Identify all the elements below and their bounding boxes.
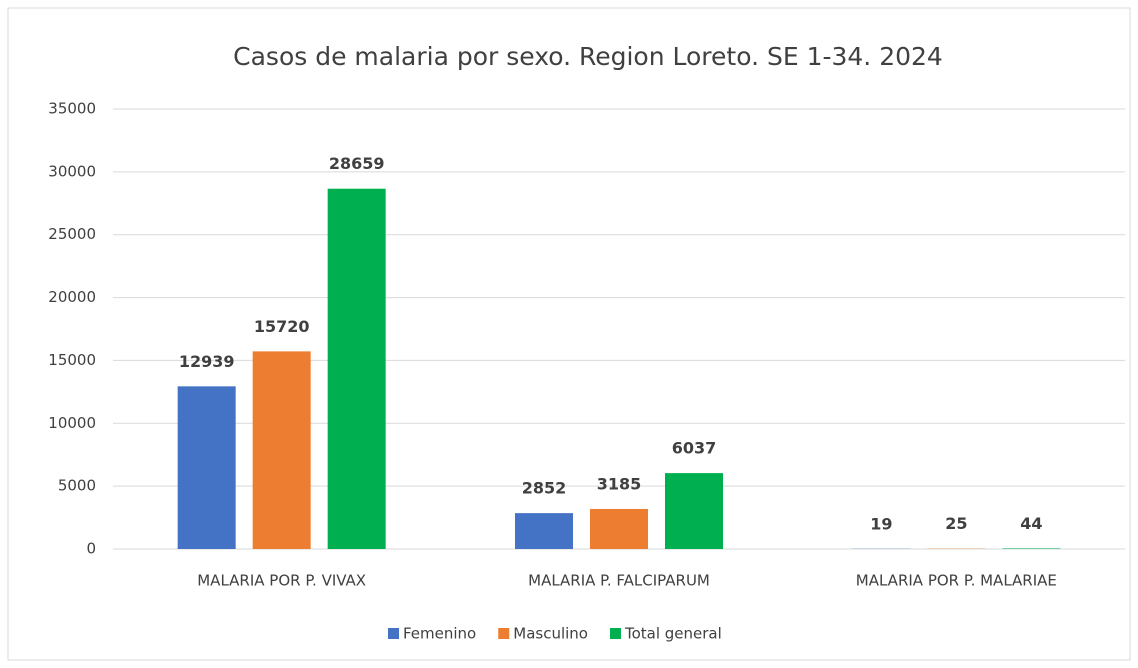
- chart-title: Casos de malaria por sexo. Region Loreto…: [233, 42, 943, 71]
- legend-label: Femenino: [403, 625, 476, 643]
- y-tick-label: 35000: [48, 100, 96, 118]
- data-label: 44: [1020, 514, 1042, 533]
- y-tick-label: 25000: [48, 225, 96, 243]
- bar: [327, 188, 386, 549]
- x-tick-label: MALARIA P. FALCIPARUM: [528, 572, 710, 590]
- bar: [590, 508, 648, 549]
- data-label: 2852: [522, 479, 567, 498]
- y-tick-label: 30000: [48, 162, 96, 180]
- data-label: 28659: [329, 154, 385, 173]
- data-label: 6037: [672, 439, 717, 458]
- x-tick-label: MALARIA POR P. VIVAX: [197, 572, 366, 590]
- bar: [515, 513, 573, 549]
- y-tick-label: 0: [86, 540, 96, 558]
- data-label: 19: [870, 514, 892, 533]
- y-tick-label: 5000: [58, 477, 96, 495]
- data-label: 3185: [597, 474, 642, 493]
- y-tick-label: 10000: [48, 414, 96, 432]
- bar: [665, 473, 723, 549]
- data-label: 25: [945, 514, 967, 533]
- data-label: 15720: [254, 317, 310, 336]
- data-label: 12939: [179, 352, 235, 371]
- bar: [1002, 548, 1061, 549]
- x-tick-label: MALARIA POR P. MALARIAE: [856, 572, 1057, 590]
- y-tick-label: 20000: [48, 288, 96, 306]
- legend-swatch: [498, 628, 510, 639]
- legend-swatch: [388, 628, 399, 639]
- y-tick-label: 15000: [48, 351, 96, 369]
- bar: [177, 386, 236, 549]
- chart-frame: [7, 7, 1131, 661]
- legend-label: Masculino: [513, 625, 588, 643]
- bar: [252, 351, 311, 549]
- legend-label: Total general: [624, 625, 722, 643]
- legend-swatch: [609, 628, 621, 639]
